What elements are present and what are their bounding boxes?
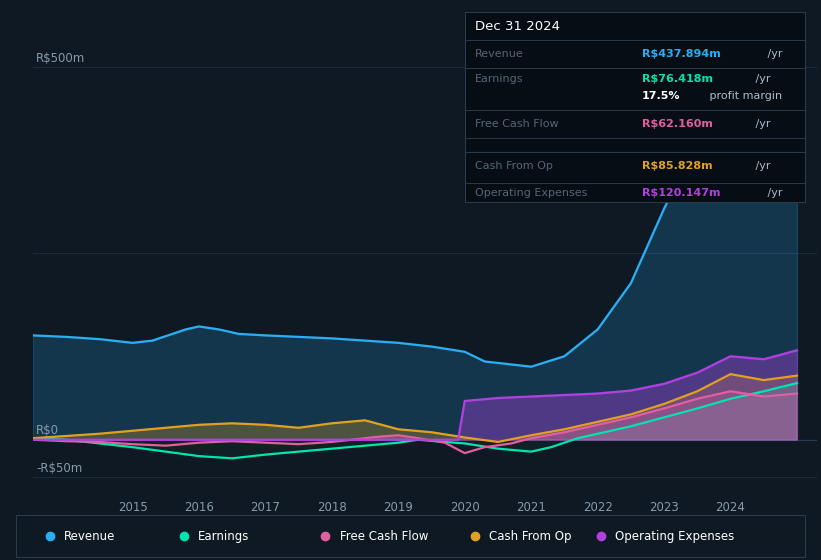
Text: Revenue: Revenue [475, 49, 524, 59]
Text: R$85.828m: R$85.828m [642, 161, 713, 171]
Text: /yr: /yr [752, 161, 771, 171]
Text: /yr: /yr [764, 49, 782, 59]
Text: Free Cash Flow: Free Cash Flow [475, 119, 559, 129]
Text: /yr: /yr [764, 188, 782, 198]
Text: R$0: R$0 [36, 424, 59, 437]
Text: Cash From Op: Cash From Op [475, 161, 553, 171]
Text: Cash From Op: Cash From Op [489, 530, 571, 543]
Text: Revenue: Revenue [64, 530, 115, 543]
Text: R$62.160m: R$62.160m [642, 119, 713, 129]
Text: Dec 31 2024: Dec 31 2024 [475, 20, 560, 32]
Text: R$500m: R$500m [36, 52, 85, 65]
Text: -R$50m: -R$50m [36, 462, 82, 475]
Text: R$76.418m: R$76.418m [642, 74, 713, 84]
Text: profit margin: profit margin [706, 91, 782, 101]
Text: R$120.147m: R$120.147m [642, 188, 720, 198]
Text: Operating Expenses: Operating Expenses [475, 188, 588, 198]
Text: Earnings: Earnings [198, 530, 249, 543]
Text: R$437.894m: R$437.894m [642, 49, 721, 59]
Text: /yr: /yr [752, 119, 771, 129]
Text: /yr: /yr [752, 74, 771, 84]
Text: Earnings: Earnings [475, 74, 524, 84]
Text: Operating Expenses: Operating Expenses [616, 530, 735, 543]
Text: Free Cash Flow: Free Cash Flow [340, 530, 428, 543]
Text: 17.5%: 17.5% [642, 91, 681, 101]
